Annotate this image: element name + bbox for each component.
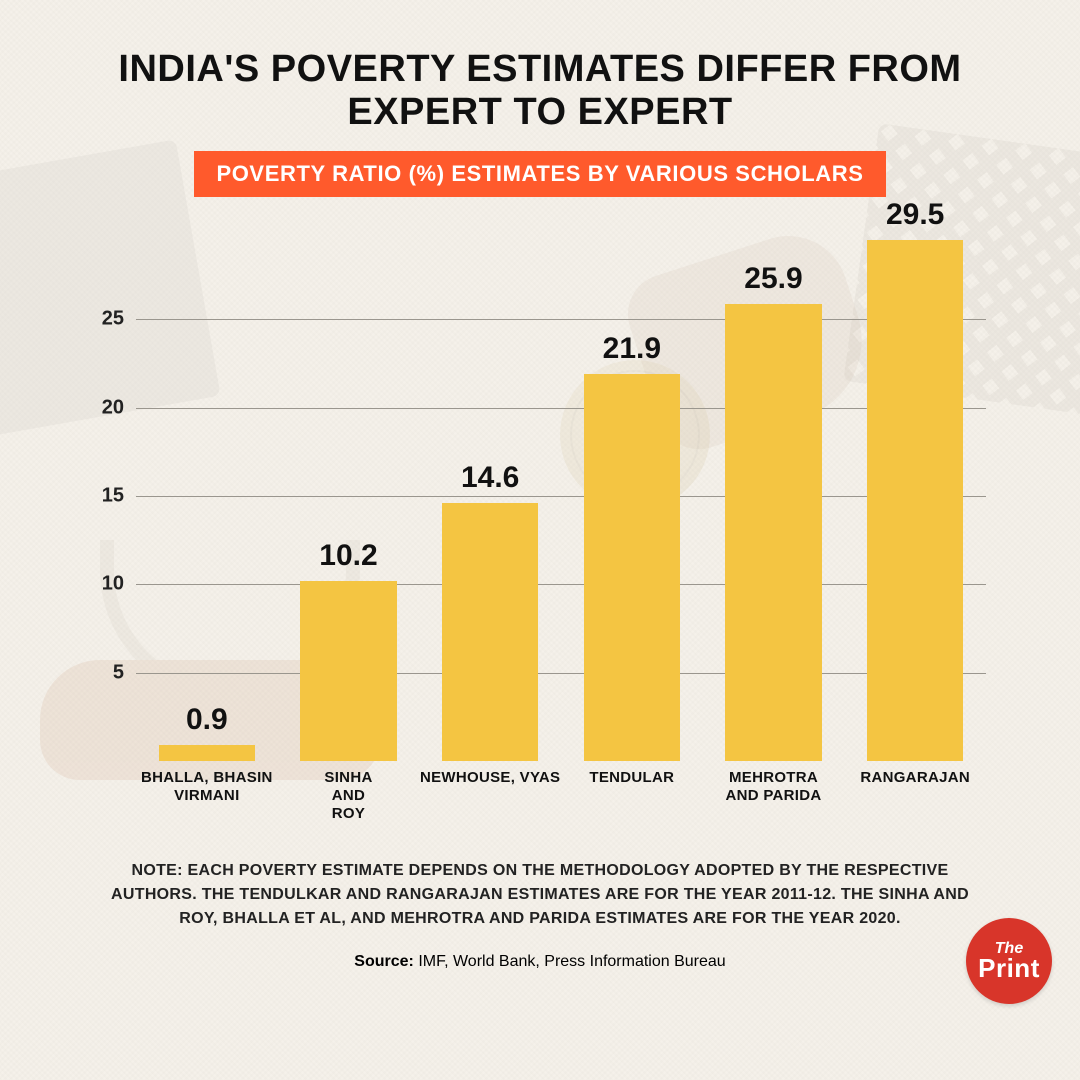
y-tick-label: 5 (113, 661, 136, 684)
bar-value-label: 10.2 (319, 539, 377, 573)
content-layer: INDIA'S POVERTY ESTIMATES DIFFER FROM EX… (0, 0, 1080, 1080)
value-labels-layer: 0.910.214.621.925.929.5 (136, 231, 986, 761)
plot-area: 510152025 0.910.214.621.925.929.5 (136, 231, 986, 761)
x-axis-labels: BHALLA, BHASIN VIRMANI SINHA AND ROY NEWHO… (136, 761, 986, 841)
x-axis-category-label: BHALLA, BHASIN VIRMANI (141, 769, 273, 805)
source-label: Source: (354, 953, 414, 970)
source-text: IMF, World Bank, Press Information Burea… (418, 953, 725, 970)
y-tick-label: 15 (102, 485, 136, 508)
chart-title: INDIA'S POVERTY ESTIMATES DIFFER FROM EX… (64, 48, 1016, 133)
source-line: Source: IMF, World Bank, Press Informati… (64, 953, 1016, 971)
x-axis-category-label: MEHROTRA AND PARIDA (725, 769, 821, 805)
x-axis-category-label: SINHA AND ROY (324, 769, 372, 823)
publisher-logo: The Print (966, 918, 1052, 1004)
bar-value-label: 21.9 (603, 332, 661, 366)
y-tick-label: 25 (102, 308, 136, 331)
y-tick-label: 20 (102, 396, 136, 419)
x-axis-category-label: NEWHOUSE, VYAS (420, 769, 560, 787)
y-tick-label: 10 (102, 573, 136, 596)
footnote: NOTE: EACH POVERTY ESTIMATE DEPENDS ON T… (104, 859, 976, 931)
x-axis-category-label: RANGARAJAN (860, 769, 970, 787)
bar-value-label: 14.6 (461, 461, 519, 495)
chart-subtitle: POVERTY RATIO (%) ESTIMATES BY VARIOUS S… (194, 151, 885, 197)
bar-value-label: 0.9 (186, 703, 228, 737)
bar-value-label: 29.5 (886, 198, 944, 232)
subtitle-container: POVERTY RATIO (%) ESTIMATES BY VARIOUS S… (64, 151, 1016, 197)
bar-value-label: 25.9 (744, 262, 802, 296)
logo-line2: Print (978, 955, 1040, 981)
x-axis-category-label: TENDULAR (589, 769, 674, 787)
bar-chart: 510152025 0.910.214.621.925.929.5 BHALLA… (74, 231, 1006, 841)
